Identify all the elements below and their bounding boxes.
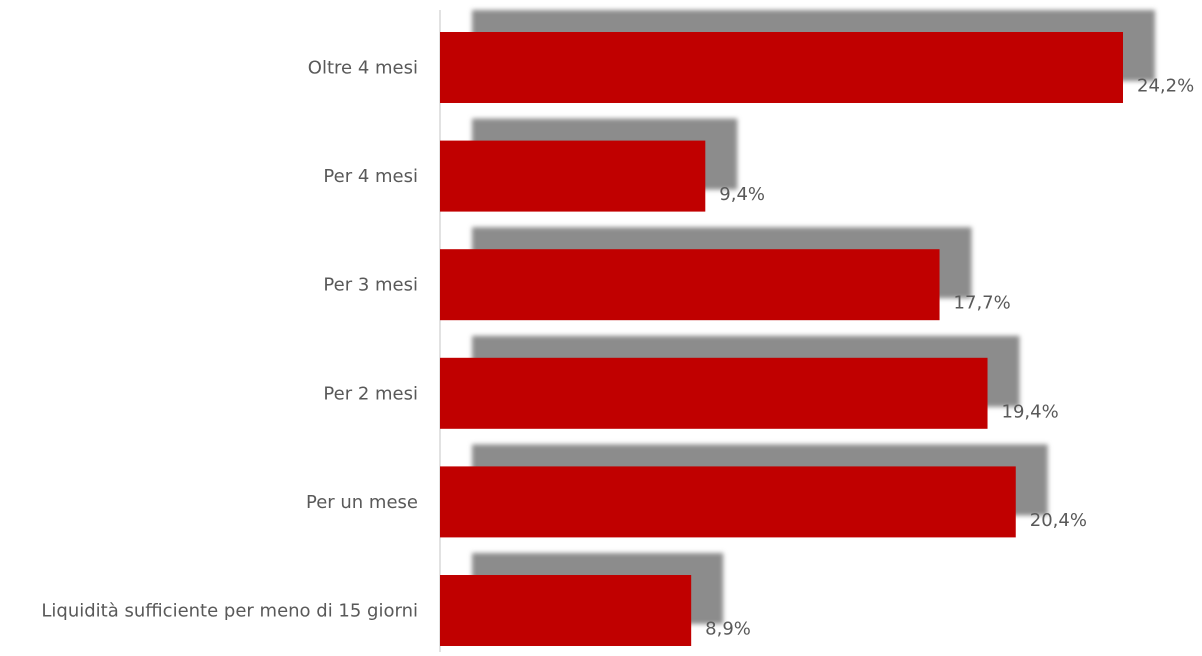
value-label-liquidit-sufficiente-per-meno-di-15-giorni: 8,9% [705, 619, 751, 640]
bar-oltre-4-mesi [440, 32, 1123, 103]
category-label-liquidit-sufficiente-per-meno-di-15-giorni: Liquidità sufficiente per meno di 15 gio… [41, 601, 418, 622]
bar-liquidit-sufficiente-per-meno-di-15-giorni [440, 575, 692, 646]
category-label-oltre-4-mesi: Oltre 4 mesi [308, 58, 418, 79]
value-labels: 24,2% 9,4% 17,7% 19,4% 20,4% 8,9% [705, 76, 1194, 640]
value-label-per-un-mese: 20,4% [1030, 510, 1087, 531]
category-label-per-2-mesi: Per 2 mesi [323, 383, 418, 404]
category-label-per-4-mesi: Per 4 mesi [323, 166, 418, 187]
category-labels: Oltre 4 mesi Per 4 mesi Per 3 mesi Per 2 me… [41, 58, 418, 622]
category-label-per-un-mese: Per un mese [306, 492, 418, 513]
bars [440, 32, 1123, 646]
value-label-oltre-4-mesi: 24,2% [1137, 76, 1194, 97]
bar-per-4-mesi [440, 140, 706, 212]
bar-per-2-mesi [440, 357, 988, 429]
category-label-per-3-mesi: Per 3 mesi [323, 275, 418, 296]
bar-per-un-mese [440, 466, 1016, 538]
value-label-per-4-mesi: 9,4% [719, 184, 765, 205]
bar-per-3-mesi [440, 249, 940, 321]
value-label-per-2-mesi: 19,4% [1002, 401, 1059, 422]
value-label-per-3-mesi: 17,7% [954, 293, 1011, 314]
